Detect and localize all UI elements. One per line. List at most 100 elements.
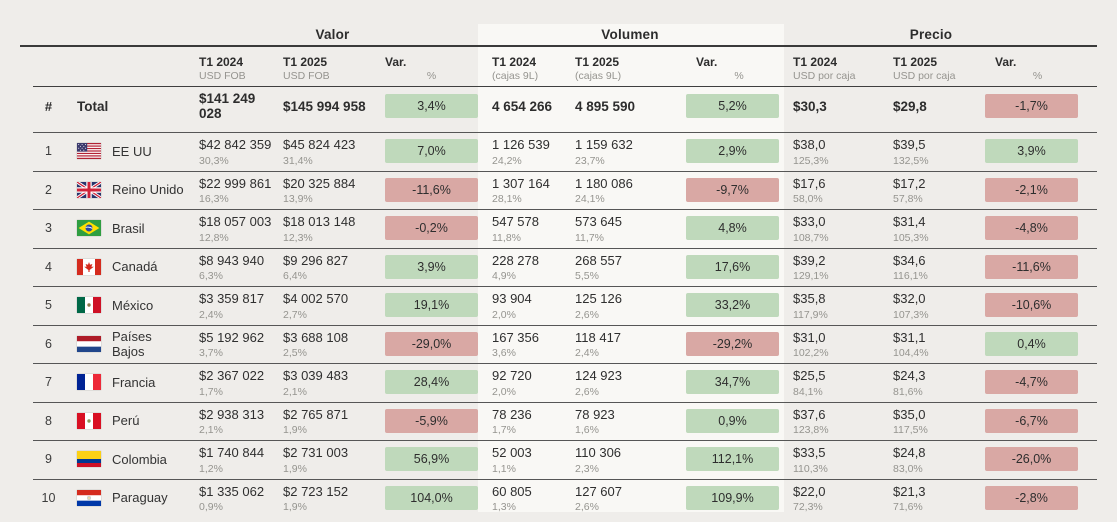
precio-2024-share: 58,0% xyxy=(793,193,823,205)
table-row: 8 Perú $2 938 313 2,1% $2 765 871 1,9% -… xyxy=(20,401,1097,441)
precio-2025-value: $24,3 xyxy=(893,368,926,383)
valor-2024-share: 6,3% xyxy=(199,270,223,282)
col-header-precio-var: Var. % xyxy=(995,55,1043,82)
precio-2024-value: $33,5 xyxy=(793,445,826,460)
precio-var-cell: -4,7% xyxy=(985,363,1080,402)
col-header-valor-2024: T1 2024 USD FOB xyxy=(199,55,246,82)
valor-2024-cell: $22 999 861 16,3% xyxy=(187,171,271,210)
col-header-valor-var: Var. % xyxy=(385,55,437,82)
group-title-volumen: Volumen xyxy=(601,27,659,42)
volumen-var-badge: 33,2% xyxy=(686,293,779,318)
rank-number: 2 xyxy=(45,182,52,197)
precio-2024-cell: $38,0 125,3% xyxy=(782,132,880,171)
volumen-2025-share: 2,6% xyxy=(575,501,599,513)
precio-2024-share: 129,1% xyxy=(793,270,829,282)
col-header-precio-2024: T1 2024 USD por caja xyxy=(793,55,856,82)
volumen-2025-cell: 573 645 11,7% xyxy=(563,209,686,248)
precio-2024-value: $39,2 xyxy=(793,252,826,268)
valor-2025-share: 13,9% xyxy=(283,193,313,205)
valor-2025-cell: $2 723 152 1,9% xyxy=(271,479,375,518)
valor-2025-share: 12,3% xyxy=(283,231,313,244)
rank-number: 5 xyxy=(45,298,52,313)
precio-var-cell: -6,7% xyxy=(985,402,1080,441)
precio-var-cell: -4,8% xyxy=(985,209,1080,248)
valor-var-cell: -29,0% xyxy=(375,325,478,364)
precio-2025-value: $21,3 xyxy=(893,483,926,499)
country-name: EE UU xyxy=(112,143,152,159)
volumen-var-badge: 4,8% xyxy=(686,216,779,241)
country-name: México xyxy=(112,297,154,313)
country-cell: Brasil xyxy=(77,209,187,248)
total-valor-2025: $145 994 958 xyxy=(283,98,366,114)
volumen-2024-share: 1,7% xyxy=(492,424,516,436)
precio-var-badge: -4,8% xyxy=(985,216,1078,241)
country-name: Reino Unido xyxy=(112,182,184,198)
precio-2024-cell: $25,5 84,1% xyxy=(782,363,880,402)
table-row: 2 Reino Unido $22 999 861 16,3% $20 325 … xyxy=(20,170,1097,210)
volumen-2024-cell: 167 356 3,6% xyxy=(478,325,563,364)
volumen-var-cell: 33,2% xyxy=(686,286,782,325)
volumen-2025-share: 24,1% xyxy=(575,193,605,205)
precio-2024-share: 84,1% xyxy=(793,385,823,398)
valor-var-badge: -29,0% xyxy=(385,331,478,356)
valor-var-cell: -0,2% xyxy=(375,209,478,248)
volumen-2025-value: 573 645 xyxy=(575,214,622,229)
valor-var-cell: 104,0% xyxy=(375,479,478,518)
total-volumen-2024: 4 654 266 xyxy=(492,98,553,114)
precio-var-cell: -2,8% xyxy=(985,479,1080,518)
precio-2024-value: $38,0 xyxy=(793,137,826,152)
volumen-var-badge: -29,2% xyxy=(686,331,779,356)
precio-2024-cell: $37,6 123,8% xyxy=(782,402,880,441)
valor-var-badge: -11,6% xyxy=(385,177,478,202)
volumen-2024-share: 3,6% xyxy=(492,347,516,359)
valor-2024-share: 1,2% xyxy=(199,462,223,475)
valor-2024-cell: $5 192 962 3,7% xyxy=(187,325,271,364)
flag-icon xyxy=(77,181,101,198)
volumen-2024-cell: 52 003 1,1% xyxy=(478,440,563,479)
valor-2024-value: $18 057 003 xyxy=(199,214,272,229)
valor-2025-share: 1,9% xyxy=(283,501,307,513)
volumen-2024-cell: 93 904 2,0% xyxy=(478,286,563,325)
precio-2025-cell: $35,0 117,5% xyxy=(880,402,985,441)
precio-2024-value: $31,0 xyxy=(793,329,826,345)
valor-var-badge: 104,0% xyxy=(385,485,478,510)
precio-var-badge: 3,9% xyxy=(985,139,1078,164)
valor-2025-cell: $3 688 108 2,5% xyxy=(271,325,375,364)
valor-2025-cell: $20 325 884 13,9% xyxy=(271,171,375,210)
volumen-2024-share: 1,1% xyxy=(492,462,516,475)
table-row: 5 México $3 359 817 2,4% $4 002 570 2,7%… xyxy=(20,286,1097,325)
valor-2024-share: 2,1% xyxy=(199,424,223,436)
volumen-var-cell: 0,9% xyxy=(686,402,782,441)
valor-2025-cell: $9 296 827 6,4% xyxy=(271,248,375,287)
total-precio-var-badge: -1,7% xyxy=(985,94,1078,118)
volumen-2025-share: 2,3% xyxy=(575,462,599,475)
volumen-2025-value: 110 306 xyxy=(575,445,622,460)
col-header-precio-2025: T1 2025 USD por caja xyxy=(893,55,956,82)
table-row: 10 Paraguay $1 335 062 0,9% $2 723 152 1… xyxy=(20,478,1097,518)
valor-2024-cell: $3 359 817 2,4% xyxy=(187,286,271,325)
precio-var-cell: 0,4% xyxy=(985,325,1080,364)
volumen-2025-value: 1 159 632 xyxy=(575,137,633,152)
valor-2024-share: 2,4% xyxy=(199,308,223,321)
precio-2025-share: 57,8% xyxy=(893,193,923,205)
precio-var-cell: -26,0% xyxy=(985,440,1080,479)
volumen-var-cell: 112,1% xyxy=(686,440,782,479)
volumen-2024-share: 4,9% xyxy=(492,270,516,282)
country-cell: Países Bajos xyxy=(77,325,187,364)
precio-var-cell: -11,6% xyxy=(985,248,1080,287)
country-name: Brasil xyxy=(112,220,145,236)
volumen-2024-value: 78 236 xyxy=(492,406,532,422)
group-title-precio: Precio xyxy=(909,27,953,42)
volumen-2025-value: 268 557 xyxy=(575,252,622,268)
valor-2025-cell: $3 039 483 2,1% xyxy=(271,363,375,402)
total-precio-2024: $30,3 xyxy=(793,98,827,114)
volumen-var-badge: 17,6% xyxy=(686,254,779,279)
volumen-var-badge: 112,1% xyxy=(686,447,779,472)
valor-2025-value: $3 039 483 xyxy=(283,368,349,383)
volumen-2025-share: 5,5% xyxy=(575,270,599,282)
col-header-valor-2025: T1 2025 USD FOB xyxy=(283,55,330,82)
volumen-var-badge: 109,9% xyxy=(686,485,779,510)
total-volumen-2025: 4 895 590 xyxy=(575,98,636,114)
precio-var-badge: 0,4% xyxy=(985,331,1078,356)
